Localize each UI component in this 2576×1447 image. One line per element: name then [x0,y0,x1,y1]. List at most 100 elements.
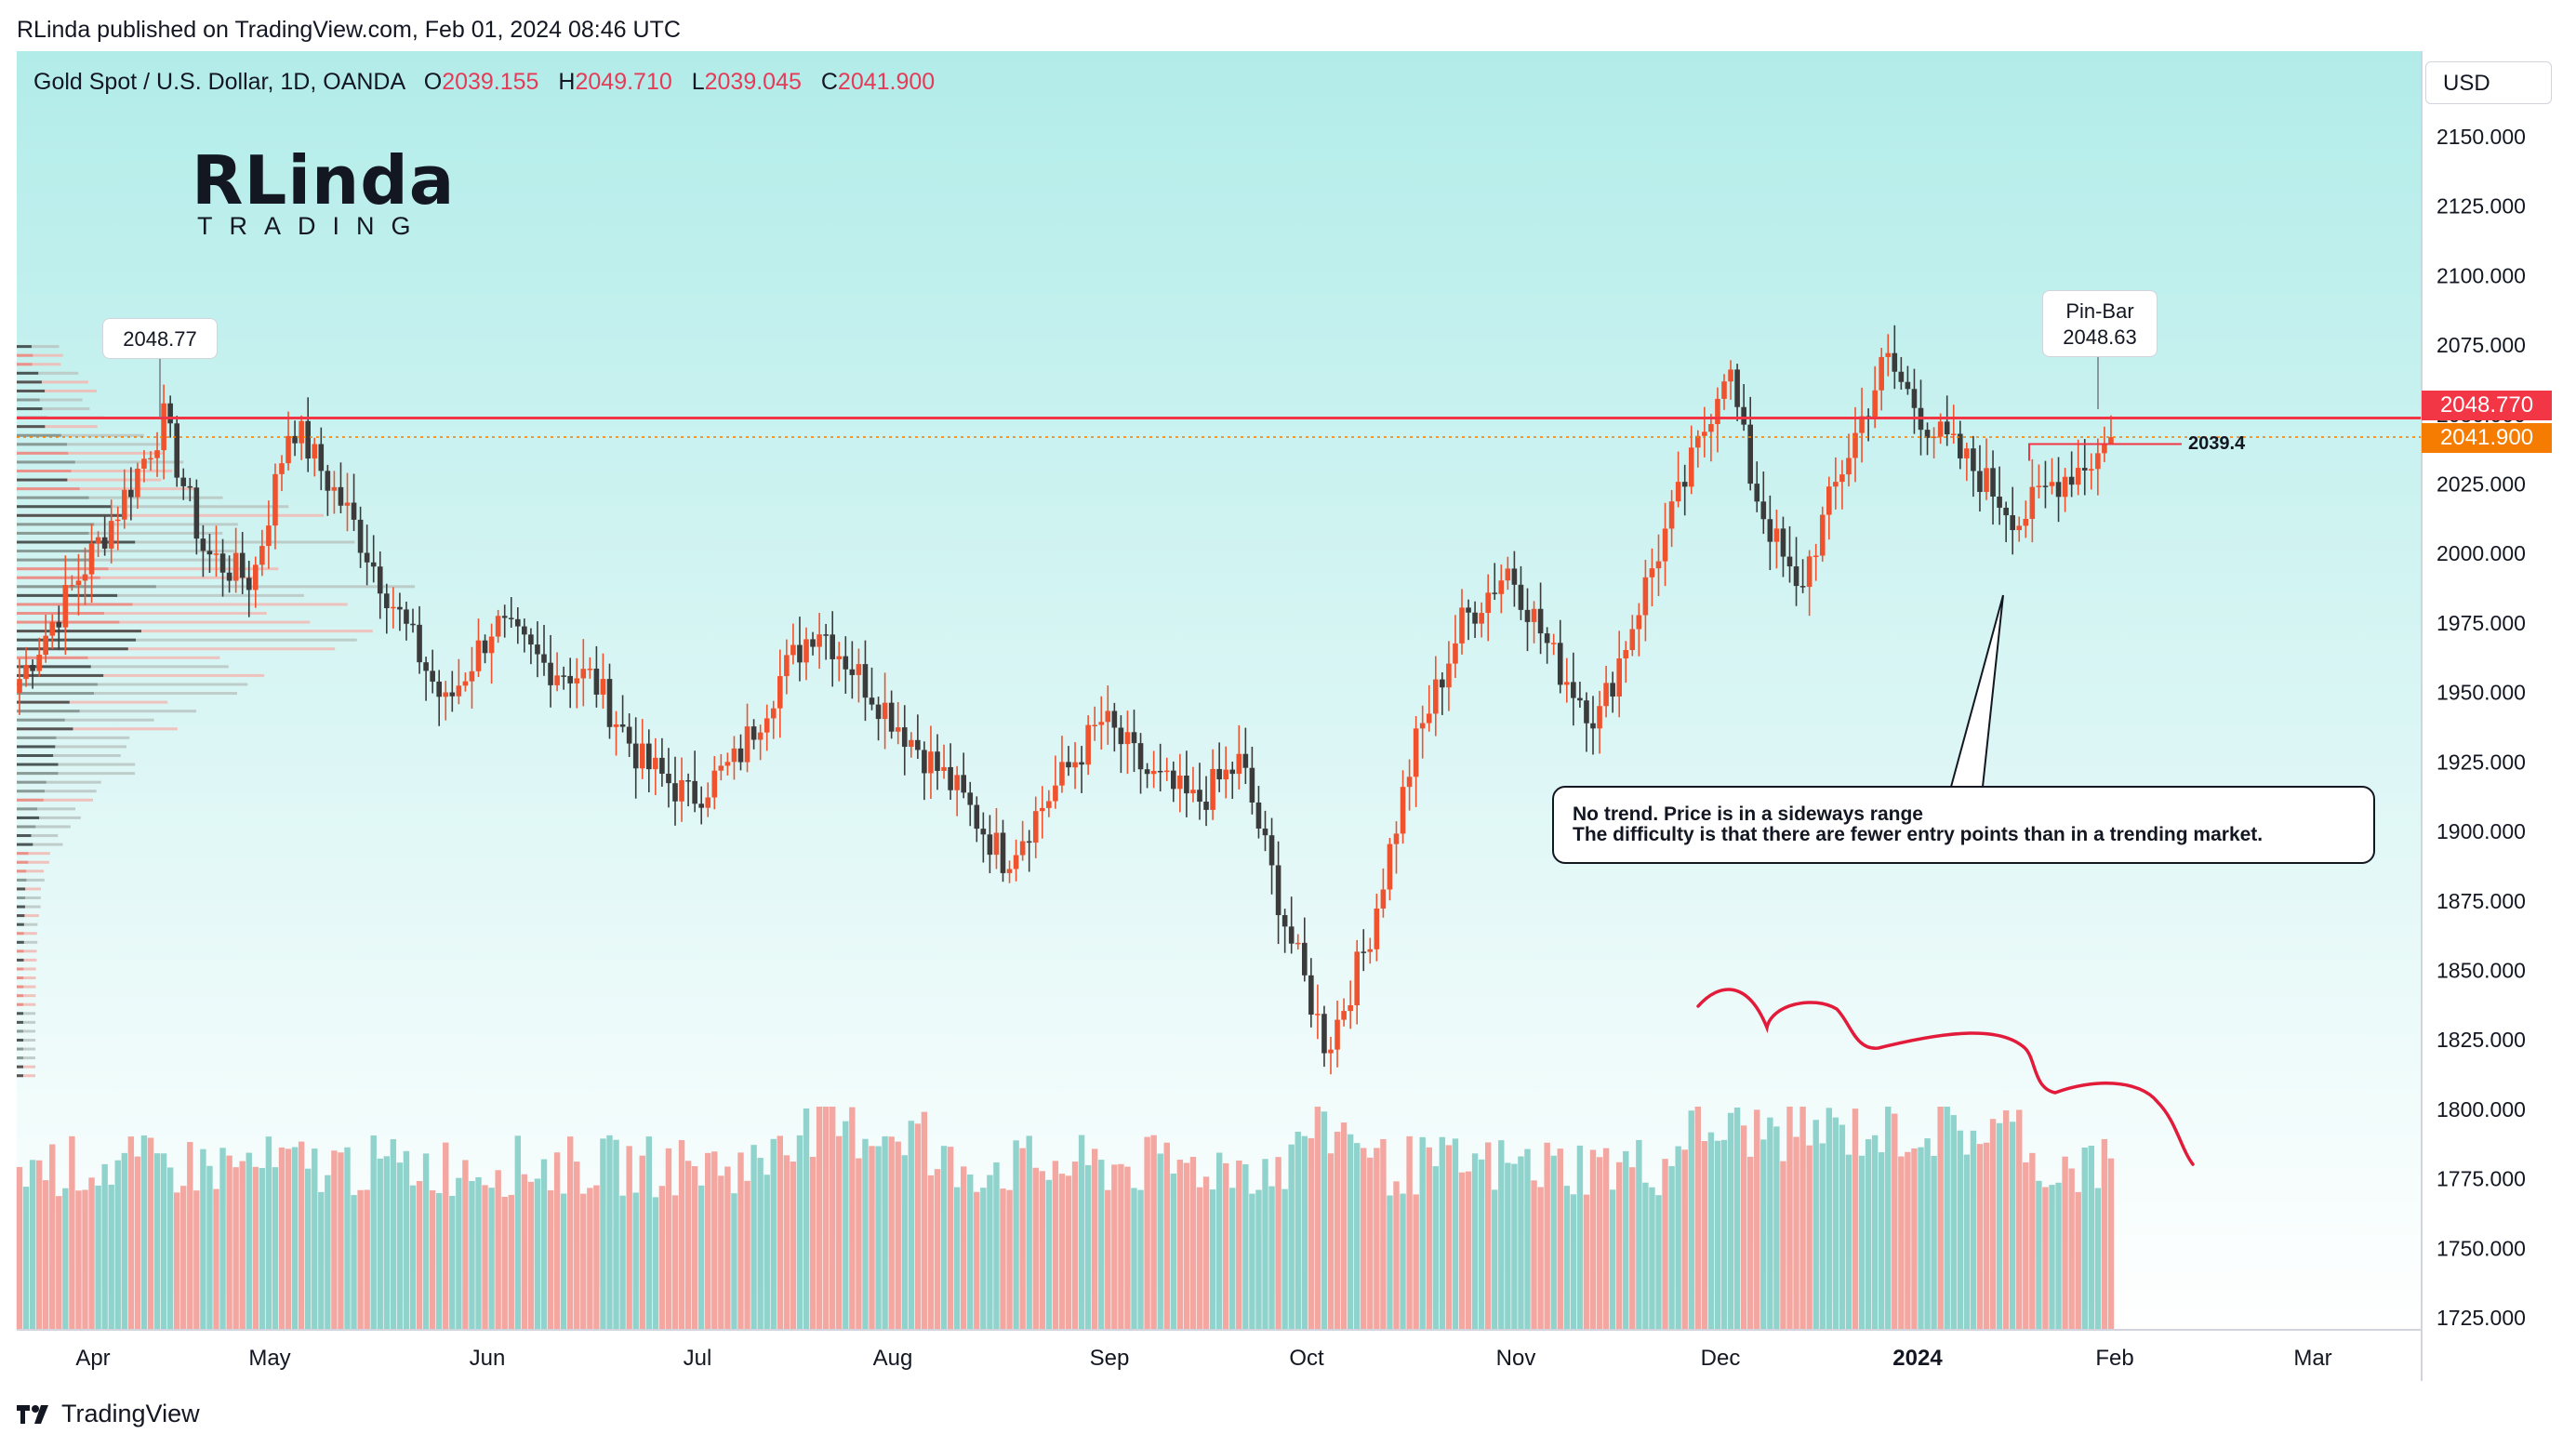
y-tick-label: 1900.000 [2437,819,2526,843]
volume-bar [1636,1139,1642,1330]
volume-profile-row-inner [17,451,69,455]
candle [36,637,42,677]
x-tick-label: Jul [684,1346,712,1371]
volume-profile-row [17,736,130,739]
volume-profile-row [17,994,36,998]
candle [849,641,856,699]
candle [574,657,580,709]
volume-profile-row-inner [17,727,73,731]
candle [43,614,48,663]
volume-bar [1176,1160,1184,1330]
candle [967,781,974,827]
candle [1361,929,1367,972]
candle [2068,451,2075,498]
candle [1268,817,1275,895]
trend-note-line2: The difficulty is that there are fewer e… [1573,824,2264,845]
volume-profile-row [17,985,36,989]
brand-logo-bottom: TRADING [197,212,428,240]
volume-bar [2029,1152,2036,1330]
volume-wave-curve[interactable] [1696,988,2195,1166]
candle [488,623,495,684]
x-tick-label: Oct [1289,1346,1324,1371]
volume-bar [914,1123,922,1330]
candle [1085,715,1091,776]
volume-profile-row-inner [17,460,75,464]
volume-profile-row-inner [17,345,32,349]
volume-profile-row-inner [17,878,27,882]
volume-profile-row [17,611,267,615]
volume-bar [1367,1157,1374,1330]
volume-profile-row-inner [17,790,45,793]
volume-bar [416,1181,423,1330]
candle [1773,509,1780,569]
volume-bar [961,1166,967,1330]
candle [580,639,587,707]
symbol-name[interactable]: Gold Spot / U.S. Dollar, 1D, OANDA [33,69,405,95]
volume-profile-row-inner [17,700,70,704]
volume-profile-row [17,550,235,553]
volume-bar [1806,1145,1812,1330]
volume-bar [711,1151,718,1330]
volume-profile-row-inner [17,380,42,384]
candle [75,553,82,616]
candle [1105,685,1111,745]
candle [1302,917,1308,982]
volume-bar [1387,1195,1393,1330]
candle [2016,516,2023,542]
volume-bar [1189,1156,1197,1330]
tradingview-logo-icon [17,1404,48,1424]
candle [114,506,121,551]
candle [430,649,435,694]
candle [318,427,325,491]
volume-bar [1879,1152,1885,1330]
volume-bar [1452,1138,1459,1330]
tradingview-logo[interactable]: TradingView [17,1400,200,1428]
range-level-line[interactable] [2028,443,2182,461]
volume-bar [1229,1188,1236,1330]
candle [285,411,291,471]
volume-bar [1754,1109,1760,1330]
candle [2010,486,2015,555]
volume-bar [731,1193,737,1330]
volume-bar [1924,1138,1931,1330]
volume-profile-row-inner [17,692,94,696]
volume-bar [1314,1107,1321,1330]
volume-profile-row [17,772,136,776]
volume-profile-row-inner [17,611,105,615]
open-label: O [423,69,443,95]
y-tick-label: 2075.000 [2437,333,2526,357]
tradingview-logo-text: TradingView [61,1400,200,1427]
volume-bar [1196,1187,1203,1330]
candle [266,500,272,569]
y-tick-label: 2100.000 [2437,263,2526,287]
volume-profile-row [17,1056,36,1060]
volume-profile-row [17,718,154,722]
volume-bar [1400,1193,1406,1330]
volume-bar [1026,1135,1032,1330]
candle [980,812,987,863]
volume-bar [1524,1148,1531,1330]
currency-button[interactable]: USD [2425,61,2552,104]
volume-bar [1170,1174,1176,1330]
volume-bar [206,1165,213,1330]
volume-bar [1629,1167,1636,1330]
candle [1229,761,1236,800]
candle [1144,763,1150,789]
x-tick-label: Jun [470,1346,506,1371]
volume-profile-row-inner [17,585,156,589]
volume-bar [1819,1143,1826,1330]
volume-bar [1918,1147,1924,1330]
volume-profile-row-inner [17,469,72,472]
volume-profile-row [17,1047,36,1051]
candle [522,618,527,653]
candle [187,477,193,502]
volume-profile-row-inner [17,630,141,633]
x-tick-label: May [248,1346,290,1371]
volume-bar [1570,1194,1577,1330]
volume-profile-row [17,433,144,437]
volume-bar [1354,1143,1361,1330]
volume-profile-row [17,798,94,802]
candle [613,710,619,756]
candle [1668,489,1675,548]
volume-bar [1262,1159,1268,1330]
